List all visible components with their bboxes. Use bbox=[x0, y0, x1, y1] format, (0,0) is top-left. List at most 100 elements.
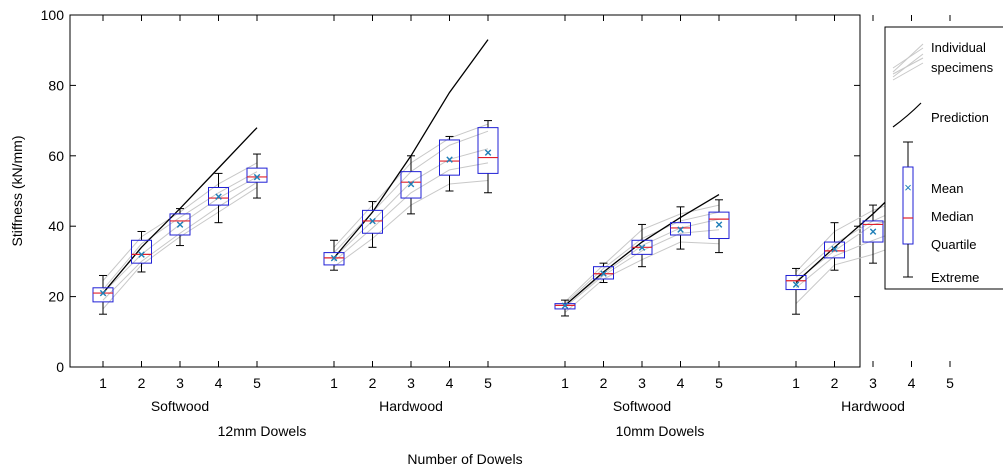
quartile-box bbox=[785, 274, 807, 291]
legend-label-quartile: Quartile bbox=[931, 237, 977, 252]
legend-label-mean: Mean bbox=[931, 181, 964, 196]
quartile-box bbox=[862, 220, 884, 243]
wood-type-label: Softwood bbox=[613, 398, 671, 414]
specimen-line bbox=[102, 181, 258, 301]
prediction-line bbox=[564, 193, 720, 306]
mean-marker: × bbox=[869, 224, 877, 239]
x-tick-label: 4 bbox=[215, 375, 223, 391]
legend-label-extreme: Extreme bbox=[931, 270, 979, 285]
group-label-12mm: 12mm Dowels bbox=[218, 423, 307, 439]
specimen-lines bbox=[102, 123, 951, 313]
x-axis: 1 2 3 4 5 Softwood 1 2 3 4 5 Hardwood 1 2 3 4 5 Softwood 1… bbox=[99, 15, 954, 414]
mean-marker: × bbox=[176, 217, 184, 232]
quartile-box bbox=[323, 252, 345, 266]
quartile-box bbox=[439, 139, 460, 176]
x-tick-label: 3 bbox=[869, 375, 877, 391]
x-axis-label: Number of Dowels bbox=[407, 451, 522, 467]
mean-marker: × bbox=[446, 152, 454, 167]
mean-marker: × bbox=[215, 189, 223, 204]
x-tick-label: 1 bbox=[561, 375, 569, 391]
x-tick-label: 1 bbox=[792, 375, 800, 391]
legend: Individual specimens Prediction × Mean M… bbox=[884, 26, 1003, 290]
mean-marker: × bbox=[369, 213, 377, 228]
x-tick-label: 1 bbox=[99, 375, 107, 391]
x-tick-label: 3 bbox=[638, 375, 646, 391]
y-axis-label: Stiffness (kN/mm) bbox=[9, 136, 25, 247]
wood-type-label: Hardwood bbox=[379, 398, 443, 414]
mean-marker: × bbox=[677, 222, 685, 237]
quartile-box bbox=[593, 266, 614, 280]
mean-marker: × bbox=[138, 247, 146, 262]
mean-marker: × bbox=[330, 250, 338, 265]
legend-specimens-icon bbox=[892, 43, 924, 81]
legend-label-specimens-line2: specimens bbox=[931, 60, 994, 75]
mean-marker: × bbox=[792, 277, 800, 292]
legend-label-specimens: Individual specimens bbox=[931, 40, 994, 75]
x-tick-label: 3 bbox=[176, 375, 184, 391]
y-tick-label: 100 bbox=[41, 7, 65, 23]
y-tick-label: 40 bbox=[48, 218, 64, 234]
quartile-box bbox=[670, 222, 691, 236]
x-tick-label: 4 bbox=[677, 375, 685, 391]
y-axis: 0 20 40 60 80 100 bbox=[41, 7, 860, 375]
legend-label-prediction: Prediction bbox=[931, 110, 989, 125]
svg-text:×: × bbox=[904, 180, 912, 195]
x-tick-label: 3 bbox=[407, 375, 415, 391]
legend-label-specimens-line1: Individual bbox=[931, 40, 986, 55]
y-tick-label: 80 bbox=[48, 77, 64, 93]
mean-marker: × bbox=[831, 242, 839, 257]
x-tick-label: 4 bbox=[908, 375, 916, 391]
legend-box-icon: × bbox=[902, 141, 914, 278]
x-tick-label: 2 bbox=[600, 375, 608, 391]
quartile-box bbox=[92, 287, 114, 303]
x-tick-label: 2 bbox=[138, 375, 146, 391]
x-tick-label: 5 bbox=[946, 375, 954, 391]
specimen-line bbox=[333, 162, 489, 262]
quartile-box bbox=[554, 303, 576, 310]
specimen-line bbox=[333, 130, 489, 253]
legend-label-median: Median bbox=[931, 209, 974, 224]
specimen-line bbox=[102, 171, 258, 290]
plot-frame bbox=[69, 14, 861, 368]
legend-prediction-icon bbox=[892, 102, 922, 128]
mean-marker: × bbox=[99, 286, 107, 301]
x-tick-label: 1 bbox=[330, 375, 338, 391]
x-tick-label: 2 bbox=[369, 375, 377, 391]
quartile-box bbox=[477, 127, 499, 174]
group-label-10mm: 10mm Dowels bbox=[616, 423, 705, 439]
mean-marker: × bbox=[600, 266, 608, 281]
quartile-box bbox=[208, 186, 229, 206]
x-tick-label: 4 bbox=[446, 375, 454, 391]
quartile-box bbox=[824, 241, 845, 259]
box-plots: ×××××××××××××××××××× bbox=[92, 120, 961, 317]
quartile-box bbox=[131, 239, 152, 264]
x-tick-label: 5 bbox=[253, 375, 261, 391]
prediction-line bbox=[333, 39, 489, 259]
mean-marker: × bbox=[638, 240, 646, 255]
y-tick-label: 0 bbox=[56, 359, 64, 375]
quartile-box bbox=[708, 211, 730, 240]
mean-marker: × bbox=[484, 145, 492, 160]
wood-type-label: Softwood bbox=[151, 398, 209, 414]
y-tick-label: 20 bbox=[48, 289, 64, 305]
quartile-box bbox=[169, 213, 191, 236]
specimen-line bbox=[564, 218, 720, 306]
specimen-line bbox=[102, 187, 258, 310]
quartile-box bbox=[400, 171, 422, 199]
mean-marker: × bbox=[715, 217, 723, 232]
legend-frame bbox=[884, 26, 1003, 290]
x-tick-label: 2 bbox=[831, 375, 839, 391]
mean-marker: × bbox=[407, 176, 415, 191]
x-tick-label: 5 bbox=[484, 375, 492, 391]
quartile-box bbox=[246, 167, 268, 183]
x-tick-label: 5 bbox=[715, 375, 723, 391]
mean-marker: × bbox=[253, 169, 261, 184]
specimen-line bbox=[102, 176, 258, 294]
specimen-line bbox=[564, 229, 720, 308]
wood-type-label: Hardwood bbox=[841, 398, 905, 414]
quartile-box bbox=[362, 209, 383, 234]
mean-marker: × bbox=[561, 298, 569, 313]
y-tick-label: 60 bbox=[48, 148, 64, 164]
